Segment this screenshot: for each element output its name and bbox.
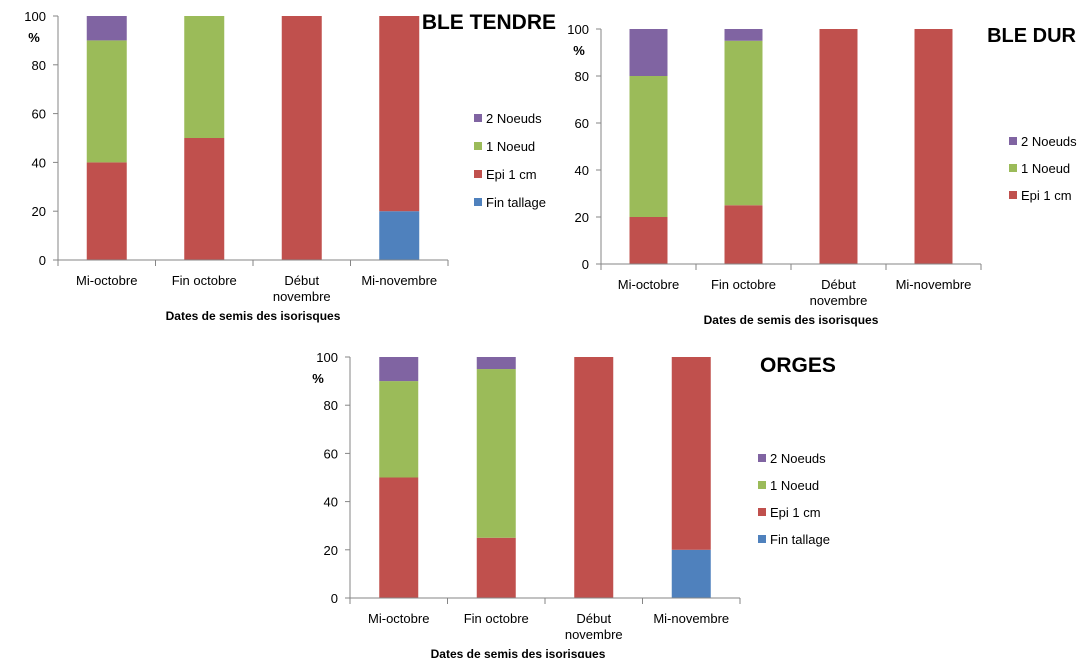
bar-segment [476, 369, 516, 538]
y-tick-label: 100 [567, 22, 589, 37]
bar-segment [476, 357, 516, 370]
bar-segment [629, 76, 668, 217]
x-tick-label: Mi-novembre [896, 277, 972, 292]
y-tick-label: 80 [575, 69, 589, 84]
chart-title: ORGES [760, 354, 836, 377]
legend-label: 1 Noeud [486, 139, 535, 154]
legend-swatch [1009, 191, 1017, 199]
bar-segment [184, 138, 225, 260]
legend-swatch [474, 114, 482, 122]
y-tick-label: 80 [32, 58, 46, 73]
legend-label: 1 Noeud [1021, 161, 1070, 176]
y-axis-label: % [573, 43, 585, 58]
legend-label: 2 Noeuds [486, 111, 542, 126]
x-axis-title: Dates de semis des isorisques [166, 309, 341, 323]
legend-swatch [758, 535, 766, 543]
x-tick-label: Fin octobre [172, 273, 237, 288]
bar-segment [724, 205, 763, 264]
bar-segment [574, 357, 614, 598]
bar-segment [379, 357, 419, 382]
chart-3: ORGES% 0 20 40 60 80 100 Mi-octobre Fin octobre D… [312, 350, 836, 658]
y-tick-label: 20 [32, 204, 46, 219]
legend-swatch [758, 508, 766, 516]
legend-swatch [1009, 164, 1017, 172]
y-tick-label: 0 [331, 591, 338, 606]
y-tick-label: 100 [24, 9, 46, 24]
y-tick-label: 60 [575, 116, 589, 131]
y-tick-label: 40 [575, 163, 589, 178]
legend-label: Fin tallage [770, 532, 830, 547]
y-tick-label: 0 [582, 257, 589, 272]
y-tick-label: 40 [324, 495, 338, 510]
x-tick-label: Fin octobre [464, 611, 529, 626]
legend-label: Epi 1 cm [770, 505, 821, 520]
chart-title: BLE DUR [987, 25, 1076, 47]
bar-segment [86, 16, 127, 41]
bar-segment [86, 162, 127, 260]
y-tick-label: 60 [324, 446, 338, 461]
legend-label: 2 Noeuds [1021, 134, 1077, 149]
bar-segment [629, 29, 668, 76]
y-tick-label: 100 [316, 350, 338, 365]
y-tick-label: 20 [324, 543, 338, 558]
bar-segment [379, 16, 420, 212]
y-tick-label: 0 [39, 253, 46, 268]
x-tick-label: Mi-octobre [368, 611, 429, 626]
x-tick-label: Fin octobre [711, 277, 776, 292]
y-tick-label: 40 [32, 155, 46, 170]
bar-segment [281, 16, 322, 260]
bar-segment [671, 549, 711, 598]
chart-2: BLE DUR% 0 20 40 60 80 100 Mi-octobre Fin octobr… [567, 22, 1077, 327]
legend-label: 1 Noeud [770, 478, 819, 493]
bar-segment [724, 29, 763, 41]
x-tick-label: Début novembre [273, 273, 331, 304]
y-tick-label: 80 [324, 398, 338, 413]
legend-swatch [474, 198, 482, 206]
bar-segment [629, 217, 668, 264]
legend-swatch [758, 481, 766, 489]
y-tick-label: 20 [575, 210, 589, 225]
y-axis-label: % [312, 371, 324, 386]
bar-segment [914, 29, 953, 264]
bar-segment [379, 381, 419, 478]
x-tick-label: Mi-octobre [618, 277, 679, 292]
x-tick-label: Mi-novembre [653, 611, 729, 626]
x-tick-label: Début novembre [565, 611, 623, 642]
x-axis-title: Dates de semis des isorisques [704, 313, 879, 327]
y-axis-label: % [28, 30, 40, 45]
legend-swatch [474, 170, 482, 178]
y-tick-label: 60 [32, 107, 46, 122]
bar-segment [819, 29, 858, 264]
x-tick-label: Mi-octobre [76, 273, 137, 288]
legend-label: Epi 1 cm [1021, 188, 1072, 203]
bar-segment [86, 40, 127, 163]
bar-segment [379, 477, 419, 598]
legend-label: 2 Noeuds [770, 451, 826, 466]
legend-swatch [758, 454, 766, 462]
bar-segment [184, 16, 225, 138]
legend-label: Epi 1 cm [486, 167, 537, 182]
bar-segment [379, 211, 420, 260]
bar-segment [671, 357, 711, 550]
chart-title: BLE TENDRE [422, 11, 556, 34]
chart-1: BLE TENDRE% 0 20 40 60 80 100 Mi-octobre Fin oct… [24, 9, 556, 323]
legend-swatch [1009, 137, 1017, 145]
legend-label: Fin tallage [486, 195, 546, 210]
x-tick-label: Début novembre [810, 277, 868, 308]
bar-segment [476, 537, 516, 598]
legend-swatch [474, 142, 482, 150]
x-tick-label: Mi-novembre [361, 273, 437, 288]
x-axis-title: Dates de semis des isorisques [431, 647, 606, 658]
bar-segment [724, 40, 763, 206]
